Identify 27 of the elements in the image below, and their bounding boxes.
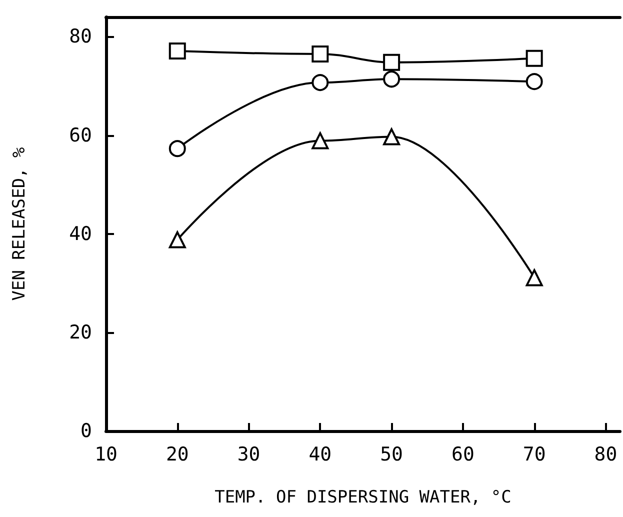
point xyxy=(312,132,329,150)
y-tick-label: 20 xyxy=(69,321,92,344)
point xyxy=(383,54,400,71)
y-tick-label: 60 xyxy=(69,124,92,146)
point xyxy=(526,73,543,90)
y-axis-title: VEN RELEASED, % xyxy=(10,147,30,301)
x-tick-label: 20 xyxy=(166,444,189,466)
y-tick-label: 0 xyxy=(80,420,92,442)
x-tick-label: 30 xyxy=(237,444,260,466)
x-axis-title: TEMP. OF DISPERSING WATER, °C xyxy=(214,488,512,508)
x-tick-label: 10 xyxy=(94,444,118,466)
x-tick-label: 70 xyxy=(522,444,546,466)
point xyxy=(312,74,329,92)
point xyxy=(168,140,186,158)
point xyxy=(526,269,543,286)
point xyxy=(383,70,400,88)
point xyxy=(168,42,186,60)
point xyxy=(168,231,186,248)
y-tick-label: 40 xyxy=(69,222,92,245)
x-tick-label: 40 xyxy=(308,444,332,466)
point xyxy=(312,45,329,62)
y-tick-label: 80 xyxy=(69,26,92,48)
x-tick-label: 60 xyxy=(452,444,474,466)
point xyxy=(383,128,400,146)
point xyxy=(526,50,543,67)
x-tick-label: 50 xyxy=(380,444,403,466)
x-tick-label: 80 xyxy=(594,444,618,466)
